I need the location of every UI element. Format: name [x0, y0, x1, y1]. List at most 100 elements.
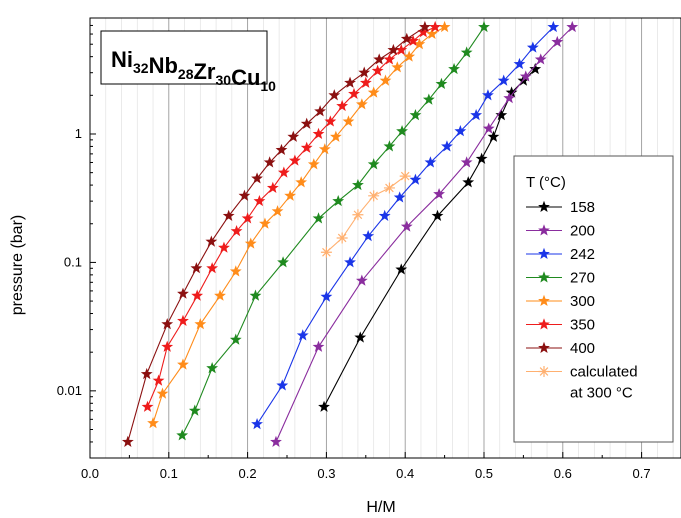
data-point: [307, 158, 320, 170]
x-tick-label: 0.4: [396, 466, 414, 481]
data-point: [478, 20, 490, 33]
data-point: [395, 43, 408, 56]
data-point: [378, 209, 391, 221]
data-point: [460, 156, 473, 168]
data-point: [395, 263, 408, 275]
data-point: [362, 230, 375, 242]
data-point: [295, 176, 308, 188]
data-point: [505, 86, 518, 98]
x-tick-label: 0.6: [554, 466, 572, 481]
data-point: [140, 367, 153, 380]
data-point: [373, 53, 386, 65]
data-point: [152, 374, 165, 386]
legend-label: 270: [570, 270, 595, 287]
legend-swatch-marker: [538, 341, 550, 354]
data-point: [526, 41, 539, 53]
data-point: [354, 331, 367, 343]
legend-label: 400: [570, 340, 595, 357]
legend-label: 350: [570, 317, 595, 334]
data-point: [190, 262, 203, 274]
data-point: [161, 318, 174, 330]
data-point: [426, 27, 438, 40]
title-subscript: 10: [260, 78, 276, 94]
legend-label: 158: [570, 199, 595, 216]
data-point: [352, 209, 364, 221]
data-point: [482, 89, 494, 101]
data-point: [177, 287, 189, 299]
data-point: [344, 256, 356, 268]
data-point: [206, 362, 219, 374]
legend-label: at 300 °C: [570, 385, 633, 402]
data-point: [156, 387, 169, 399]
legend-swatch-marker: [538, 271, 550, 283]
legend-swatch-marker: [538, 224, 550, 236]
title-element: Cu: [231, 65, 260, 90]
data-point: [413, 38, 426, 50]
series-line: [152, 26, 445, 424]
data-point: [300, 141, 313, 153]
x-tick-label: 0.0: [81, 466, 99, 481]
data-point: [396, 125, 408, 137]
data-point: [503, 91, 516, 104]
y-tick-label: 0.1: [64, 254, 82, 269]
data-point: [328, 89, 341, 101]
data-point: [487, 130, 500, 142]
data-point: [300, 117, 313, 129]
data-point: [177, 358, 189, 370]
data-point: [287, 130, 300, 142]
data-point: [229, 333, 242, 345]
legend-label: 200: [570, 223, 595, 240]
data-point: [422, 93, 435, 105]
data-point: [229, 265, 242, 277]
data-point: [470, 109, 483, 121]
data-point: [318, 400, 330, 412]
title-subscript: 32: [133, 60, 149, 76]
data-point: [266, 181, 279, 193]
series-line: [275, 26, 573, 443]
data-point: [429, 20, 442, 33]
data-point: [519, 70, 532, 82]
data-point: [121, 435, 134, 447]
series-200: [270, 20, 579, 447]
title-subscript: 30: [215, 72, 231, 88]
series-calculated: [320, 170, 411, 258]
data-point: [318, 143, 331, 155]
data-point: [460, 46, 473, 58]
data-point: [371, 64, 384, 76]
data-point: [214, 289, 226, 301]
data-point: [431, 209, 444, 221]
data-point: [277, 166, 290, 178]
data-point: [312, 340, 325, 352]
data-point: [438, 20, 451, 33]
data-point: [495, 109, 508, 121]
series-158: [318, 62, 542, 412]
data-point: [462, 176, 475, 188]
data-point: [336, 232, 348, 244]
data-point: [566, 20, 579, 33]
legend-item: 300: [526, 293, 595, 310]
data-point: [259, 217, 271, 229]
series-line: [181, 26, 485, 436]
data-point: [141, 400, 154, 412]
data-point: [251, 172, 263, 184]
data-point: [393, 191, 406, 203]
data-point: [391, 61, 404, 73]
data-point: [206, 262, 219, 274]
y-tick-label: 0.01: [57, 383, 82, 398]
data-point: [352, 178, 364, 191]
legend-swatch-marker: [538, 318, 550, 330]
x-tick-label: 0.5: [475, 466, 493, 481]
plot-frame: [89, 17, 681, 459]
legend-item: 270: [526, 270, 595, 287]
data-point: [383, 182, 395, 194]
data-point: [403, 50, 416, 62]
data-point: [271, 205, 284, 217]
data-point: [147, 416, 159, 429]
title-element: Ni: [111, 47, 133, 72]
data-point: [222, 209, 235, 221]
data-point: [355, 274, 368, 286]
data-point: [324, 115, 337, 127]
data-point: [249, 289, 262, 301]
title-element: Zr: [193, 59, 215, 84]
data-point: [551, 35, 564, 48]
